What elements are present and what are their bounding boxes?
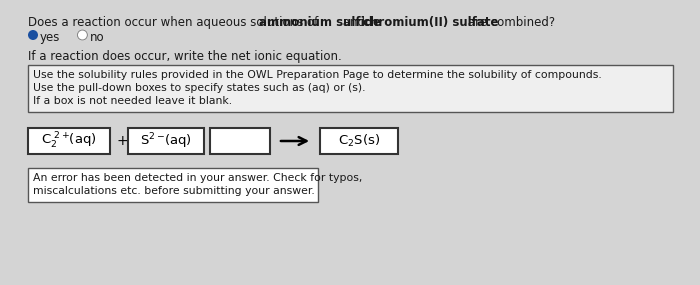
FancyBboxPatch shape xyxy=(210,128,270,154)
Text: Use the solubility rules provided in the OWL Preparation Page to determine the s: Use the solubility rules provided in the… xyxy=(33,70,602,80)
Text: If a box is not needed leave it blank.: If a box is not needed leave it blank. xyxy=(33,96,232,106)
Text: miscalculations etc. before submitting your answer.: miscalculations etc. before submitting y… xyxy=(33,186,315,196)
Text: +: + xyxy=(116,134,127,148)
Text: ammonium sulfide: ammonium sulfide xyxy=(258,16,381,29)
Text: Does a reaction occur when aqueous solutions of: Does a reaction occur when aqueous solut… xyxy=(28,16,322,29)
FancyBboxPatch shape xyxy=(320,128,398,154)
Circle shape xyxy=(28,30,38,40)
FancyBboxPatch shape xyxy=(128,128,204,154)
Text: If a reaction does occur, write the net ionic equation.: If a reaction does occur, write the net … xyxy=(28,50,342,63)
Text: An error has been detected in your answer. Check for typos,: An error has been detected in your answe… xyxy=(33,173,363,183)
Text: $\mathsf{C_2^{\ 2+}\!(aq)}$: $\mathsf{C_2^{\ 2+}\!(aq)}$ xyxy=(41,131,97,151)
Text: $\mathsf{S^{2-}\!(aq)}$: $\mathsf{S^{2-}\!(aq)}$ xyxy=(140,131,192,151)
Text: and: and xyxy=(340,16,369,29)
Text: yes: yes xyxy=(40,31,60,44)
Text: no: no xyxy=(90,31,104,44)
FancyBboxPatch shape xyxy=(28,128,110,154)
Text: $\mathsf{C_2S(s)}$: $\mathsf{C_2S(s)}$ xyxy=(338,133,380,149)
Text: chromium(II) sulfate: chromium(II) sulfate xyxy=(363,16,498,29)
FancyBboxPatch shape xyxy=(28,168,318,202)
Circle shape xyxy=(78,30,88,40)
Text: are combined?: are combined? xyxy=(464,16,555,29)
FancyBboxPatch shape xyxy=(28,65,673,112)
Text: Use the pull-down boxes to specify states such as (aq) or (s).: Use the pull-down boxes to specify state… xyxy=(33,83,365,93)
